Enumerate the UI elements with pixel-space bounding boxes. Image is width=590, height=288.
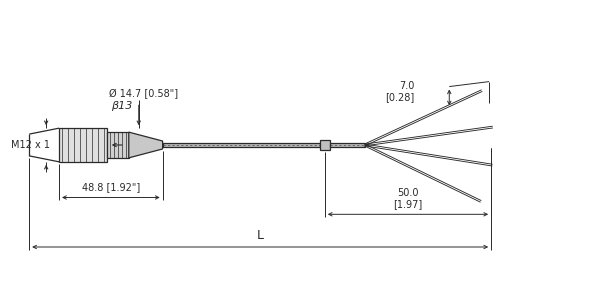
Text: L: L [257,229,264,242]
Text: 48.8 [1.92"]: 48.8 [1.92"] [82,183,140,192]
Text: 50.0
[1.97]: 50.0 [1.97] [394,188,422,209]
Bar [107,132,129,158]
Text: M12 x 1: M12 x 1 [11,140,50,150]
Text: β13: β13 [111,101,132,111]
Text: 7.0
[0.28]: 7.0 [0.28] [385,81,414,102]
Bar [163,143,320,147]
Polygon shape [129,132,163,158]
Bar [320,140,330,150]
Bar [330,143,365,147]
Bar [59,128,107,162]
Text: Ø 14.7 [0.58"]: Ø 14.7 [0.58"] [109,88,178,99]
